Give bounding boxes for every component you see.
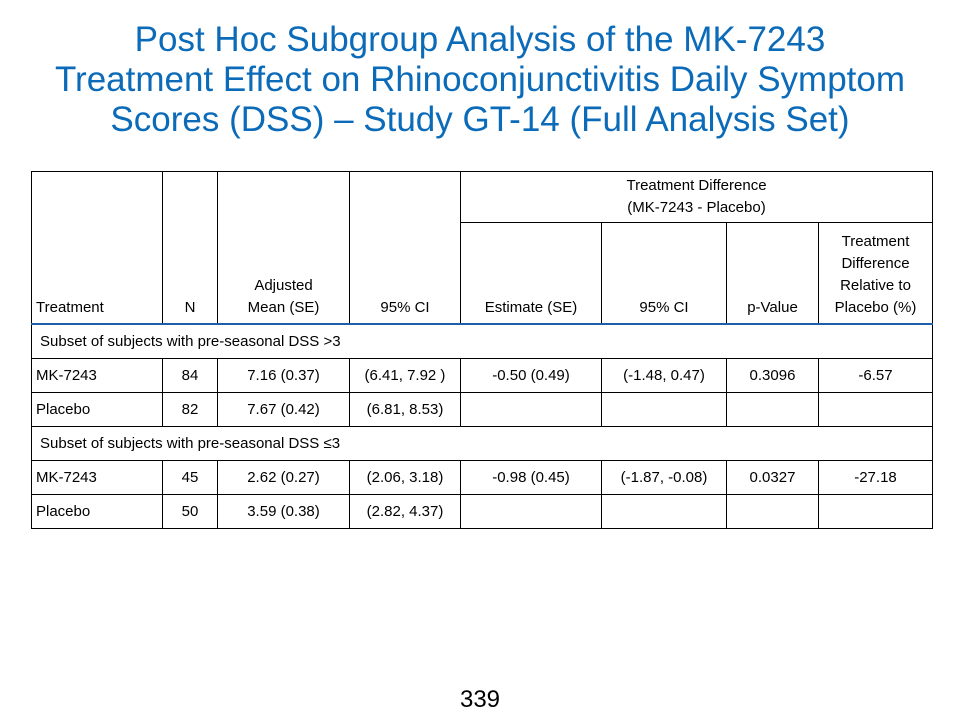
cell-adjusted-mean: 3.59 (0.38) bbox=[217, 494, 350, 529]
header-adjusted-mean: Adjusted Mean (SE) bbox=[217, 171, 350, 325]
cell-estimate bbox=[460, 494, 602, 529]
cell-95-ci: (6.81, 8.53) bbox=[349, 392, 461, 427]
cell-relative bbox=[818, 494, 933, 529]
header-group-line-1: Treatment Difference bbox=[626, 177, 767, 194]
cell-95-ci: (2.06, 3.18) bbox=[349, 460, 461, 495]
header-n: N bbox=[162, 171, 218, 325]
cell-n: 50 bbox=[162, 494, 218, 529]
header-treatment: Treatment bbox=[31, 171, 163, 325]
cell-difference-ci bbox=[601, 392, 727, 427]
header-adjusted-mean-line-1: Adjusted bbox=[254, 277, 313, 294]
table-body: Subset of subjects with pre-seasonal DSS… bbox=[31, 323, 933, 529]
cell-difference-ci: (-1.87, -0.08) bbox=[601, 460, 727, 495]
cell-p-value bbox=[726, 392, 819, 427]
header-95-ci: 95% CI bbox=[349, 171, 461, 325]
cell-p-value bbox=[726, 494, 819, 529]
cell-n: 45 bbox=[162, 460, 218, 495]
header-relative-line-1: Treatment bbox=[841, 233, 910, 250]
cell-treatment: Placebo bbox=[31, 494, 163, 529]
cell-n: 84 bbox=[162, 358, 218, 393]
cell-treatment: Placebo bbox=[31, 392, 163, 427]
table-row: MK-7243 45 2.62 (0.27) (2.06, 3.18) -0.9… bbox=[31, 460, 933, 495]
cell-difference-ci bbox=[601, 494, 727, 529]
cell-estimate: -0.50 (0.49) bbox=[460, 358, 602, 393]
header-difference-95-ci: 95% CI bbox=[601, 222, 727, 325]
subgroup-results-table: Treatment N Adjusted Mean (SE) 95% CI Tr… bbox=[31, 171, 933, 529]
subset-row: Subset of subjects with pre-seasonal DSS… bbox=[31, 323, 933, 359]
cell-difference-ci: (-1.48, 0.47) bbox=[601, 358, 727, 393]
cell-adjusted-mean: 7.67 (0.42) bbox=[217, 392, 350, 427]
header-relative-line-3: Relative to bbox=[840, 277, 911, 294]
cell-p-value: 0.3096 bbox=[726, 358, 819, 393]
page-number: 339 bbox=[459, 686, 501, 713]
table-row: Placebo 50 3.59 (0.38) (2.82, 4.37) bbox=[31, 494, 933, 529]
header-p-value: p-Value bbox=[726, 222, 819, 325]
title-line-3: Scores (DSS) – Study GT-14 (Full Analysi… bbox=[110, 100, 850, 139]
header-relative-line-4: Placebo (%) bbox=[834, 299, 917, 316]
cell-relative: -6.57 bbox=[818, 358, 933, 393]
cell-relative: -27.18 bbox=[818, 460, 933, 495]
cell-treatment: MK-7243 bbox=[31, 460, 163, 495]
title-line-1: Post Hoc Subgroup Analysis of the MK-724… bbox=[134, 20, 826, 59]
header-relative-difference: Treatment Difference Relative to Placebo… bbox=[818, 222, 933, 325]
cell-95-ci: (2.82, 4.37) bbox=[349, 494, 461, 529]
header-group-line-2: (MK-7243 - Placebo) bbox=[627, 199, 766, 216]
table-row: MK-7243 84 7.16 (0.37) (6.41, 7.92 ) -0.… bbox=[31, 358, 933, 393]
cell-relative bbox=[818, 392, 933, 427]
cell-estimate bbox=[460, 392, 602, 427]
cell-adjusted-mean: 7.16 (0.37) bbox=[217, 358, 350, 393]
slide-title: Post Hoc Subgroup Analysis of the MK-724… bbox=[20, 20, 940, 140]
table-header: Treatment N Adjusted Mean (SE) 95% CI Tr… bbox=[31, 171, 933, 325]
subset-label: Subset of subjects with pre-seasonal DSS… bbox=[31, 323, 933, 359]
cell-treatment: MK-7243 bbox=[31, 358, 163, 393]
cell-95-ci: (6.41, 7.92 ) bbox=[349, 358, 461, 393]
header-relative-line-2: Difference bbox=[841, 255, 910, 272]
cell-n: 82 bbox=[162, 392, 218, 427]
subset-row: Subset of subjects with pre-seasonal DSS… bbox=[31, 426, 933, 461]
header-treatment-difference-group: Treatment Difference (MK-7243 - Placebo) bbox=[460, 171, 933, 223]
cell-adjusted-mean: 2.62 (0.27) bbox=[217, 460, 350, 495]
subset-label: Subset of subjects with pre-seasonal DSS… bbox=[31, 426, 933, 461]
cell-estimate: -0.98 (0.45) bbox=[460, 460, 602, 495]
header-adjusted-mean-line-2: Mean (SE) bbox=[247, 299, 320, 316]
header-estimate-se: Estimate (SE) bbox=[460, 222, 602, 325]
cell-p-value: 0.0327 bbox=[726, 460, 819, 495]
table-row: Placebo 82 7.67 (0.42) (6.81, 8.53) bbox=[31, 392, 933, 427]
title-line-2: Treatment Effect on Rhinoconjunctivitis … bbox=[54, 60, 906, 99]
